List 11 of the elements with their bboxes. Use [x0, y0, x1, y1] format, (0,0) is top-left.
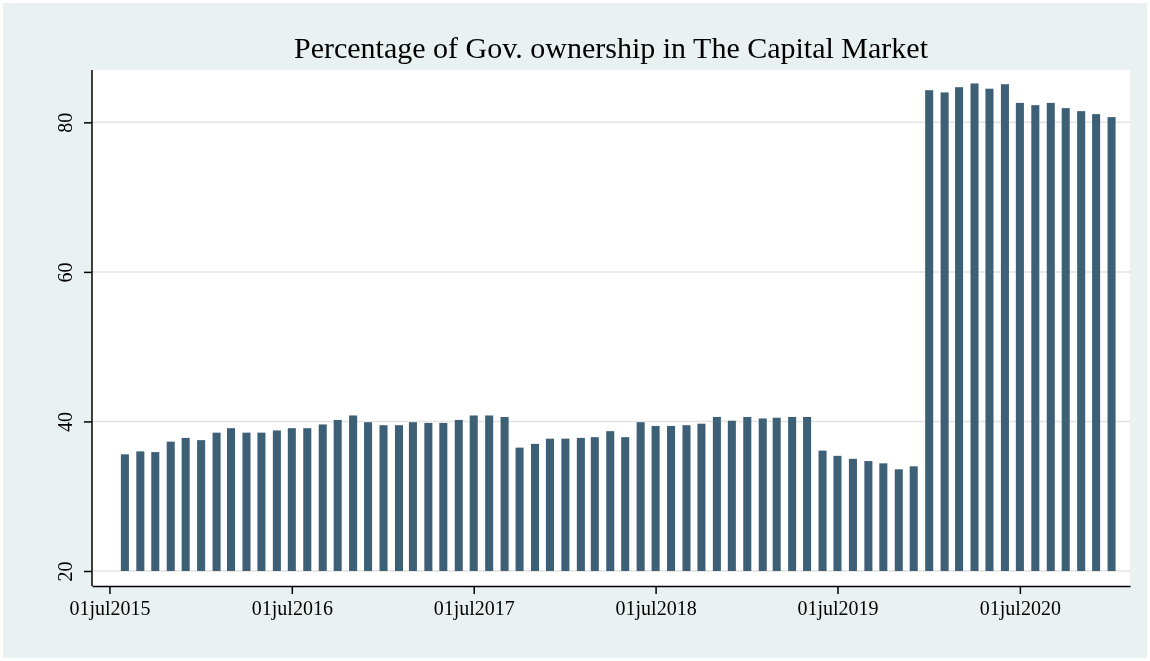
x-tick-label: 01jul2018	[615, 597, 697, 620]
y-tick-label: 60	[54, 262, 76, 283]
y-tick-label: 80	[54, 112, 76, 133]
chart-title: Percentage of Gov. ownership in The Capital Market	[294, 31, 929, 64]
x-tick-label: 01jul2017	[433, 597, 515, 620]
y-tick-label: 20	[54, 561, 76, 582]
x-tick-label: 01jul2020	[979, 597, 1061, 620]
y-tick-label: 40	[54, 411, 76, 432]
x-tick-label: 01jul2015	[69, 597, 151, 620]
x-tick-label: 01jul2019	[797, 597, 879, 620]
x-tick-label: 01jul2016	[251, 597, 333, 620]
